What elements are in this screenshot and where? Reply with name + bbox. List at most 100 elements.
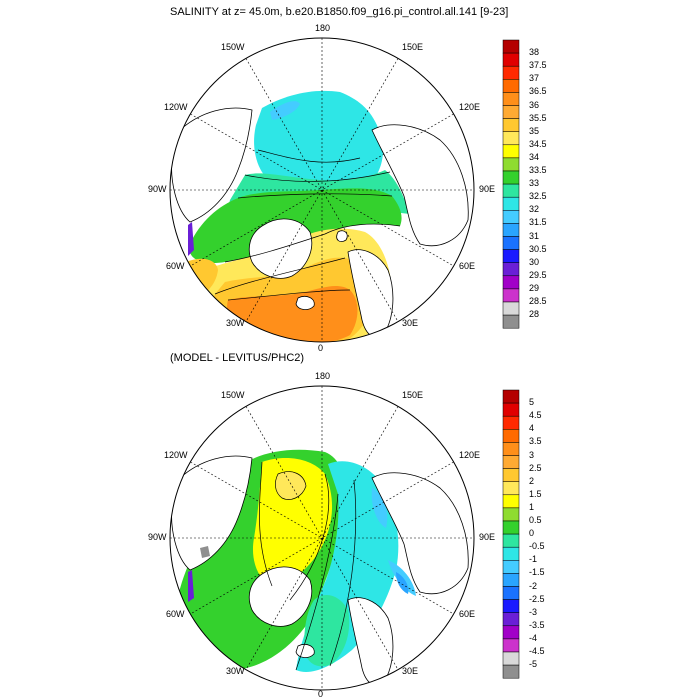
difference-colorbar-swatch-18 [502,625,520,640]
lon-label-90e-2: 90E [479,532,496,542]
difference-colorbar [502,389,520,679]
difference-colorbar-label: -4 [529,632,538,643]
difference-colorbar-label: 0.5 [529,515,542,525]
salinity-colorbar-swatch-21 [502,314,520,329]
difference-colorbar-swatch-9 [502,507,520,522]
difference-colorbar-label: 4.5 [529,410,542,421]
difference-colorbar-swatch-2 [502,415,520,430]
salinity-colorbar-swatch-5 [502,105,520,119]
land-svalbard [336,230,348,242]
lon-label-150w-2: 150W [221,390,245,400]
salinity-colorbar-swatch-18 [502,275,520,290]
salinity-colorbar-label: 33 [529,178,540,189]
salinity-colorbar-swatch-17 [502,262,520,277]
lon-label-90w-2: 90W [148,532,167,542]
salinity-colorbar-swatch-9 [502,157,520,172]
lon-label-180-2: 180 [315,371,331,381]
lon-label-60w-2: 60W [166,609,185,619]
difference-colorbar-swatch-14 [502,573,520,587]
difference-colorbar-swatch-3 [502,429,520,443]
salinity-colorbar-label: 29.5 [529,269,547,280]
difference-colorbar-label: 2.5 [529,462,542,473]
lon-label-120w: 120W [164,102,188,112]
diff-region-neg2 [396,572,409,594]
difference-colorbar-swatch-17 [502,612,520,627]
difference-colorbar-label: 5 [529,397,535,408]
lon-label-0: 0 [318,343,324,353]
difference-colorbar-label: -3.5 [529,619,545,630]
panel2-title: (MODEL - LEVITUS/PHC2) [170,352,305,364]
salinity-colorbar-label: 29 [529,282,540,293]
lon-label-60w: 60W [166,261,185,271]
difference-colorbar-label: -3 [529,606,538,617]
difference-colorbar-swatch-13 [502,560,520,574]
salinity-colorbar-swatch-12 [502,196,520,211]
difference-colorbar-label: 2 [529,475,535,486]
difference-colorbar-swatch-8 [502,494,520,509]
land-siberia-2 [371,472,469,595]
land-iceland [295,296,315,310]
diff-region-1 [252,458,333,586]
difference-colorbar-swatch-12 [502,546,520,561]
salinity-colorbar-swatch-8 [502,144,520,159]
salinity-region-32 [254,90,384,194]
salinity-colorbar-label: 36 [529,99,540,110]
salinity-colorbar-swatch-0 [502,39,520,54]
land-greenland-2 [248,566,313,627]
salinity-colorbar-label: 34 [529,151,540,162]
land-north-america-2 [171,455,253,571]
salinity-colorbar-swatch-15 [502,236,520,250]
salinity-colorbar-swatch-6 [502,118,520,132]
salinity-region-30 [188,222,194,256]
difference-colorbar-label: -2.5 [529,593,545,604]
salinity-colorbar-label: 35.5 [529,112,547,123]
difference-colorbar-label: 3.5 [529,436,542,447]
lon-label-30w: 30W [226,318,245,328]
salinity-colorbar-swatch-11 [502,183,520,198]
salinity-colorbar [502,39,520,329]
difference-colorbar-label: 4 [529,423,535,434]
lon-label-150w: 150W [221,42,245,52]
salinity-colorbar-swatch-19 [502,288,520,303]
difference-colorbar-label: -5 [529,659,538,670]
salinity-colorbar-swatch-14 [502,223,520,237]
salinity-colorbar-label: 34.5 [529,138,547,149]
salinity-colorbar-label: 33.5 [529,165,547,175]
salinity-colorbar-label: 31 [529,230,540,241]
difference-colorbar-swatch-0 [502,389,520,404]
difference-colorbar-label: -4.5 [529,646,545,656]
salinity-colorbar-label: 37.5 [529,60,547,71]
salinity-colorbar-swatch-2 [502,65,520,80]
lon-label-30e: 30E [402,318,419,328]
salinity-colorbar-label: 38 [529,47,540,58]
salinity-colorbar-swatch-13 [502,210,520,224]
diff-region-neg3 [188,570,194,602]
lon-label-120w-2: 120W [164,450,188,460]
salinity-colorbar-label: 28.5 [529,296,547,306]
salinity-colorbar-label: 31.5 [529,217,547,228]
lon-label-150e-2: 150E [402,390,424,400]
salinity-colorbar-swatch-1 [502,52,520,67]
salinity-colorbar-label: 35 [529,125,540,136]
lon-label-120e-2: 120E [459,450,481,460]
salinity-colorbar-swatch-16 [502,249,520,263]
lon-label-0-2: 0 [318,689,324,699]
salinity-colorbar-label: 28 [529,309,540,320]
salinity-colorbar-swatch-4 [502,92,520,106]
difference-colorbar-swatch-21 [502,664,520,679]
diff-region-0 [304,595,350,667]
land-iceland-2 [295,644,315,658]
difference-colorbar-swatch-19 [502,638,520,653]
lon-label-60e-2: 60E [459,609,476,619]
difference-colorbar-swatch-5 [502,455,520,469]
difference-colorbar-swatch-6 [502,468,520,482]
difference-colorbar-label: -0.5 [529,541,545,552]
difference-map [169,385,475,691]
salinity-colorbar-swatch-3 [502,79,520,93]
difference-colorbar-swatch-7 [502,481,520,496]
lon-label-30w-2: 30W [226,666,245,676]
difference-colorbar-label: -1.5 [529,567,545,578]
lon-label-120e: 120E [459,102,481,112]
salinity-region-31-5 [270,101,300,120]
